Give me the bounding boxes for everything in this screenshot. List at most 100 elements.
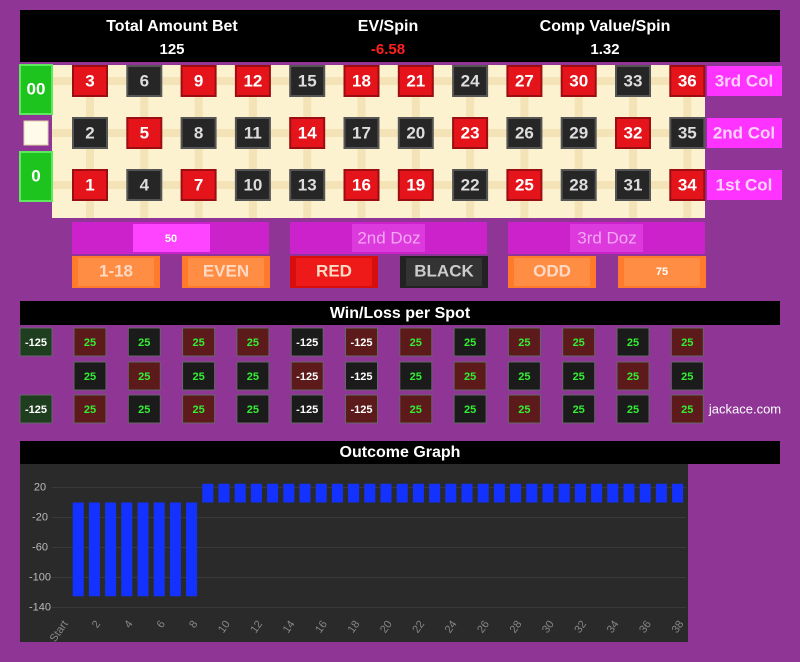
number-cell[interactable] [397, 117, 434, 149]
winloss-value: 25 [247, 337, 259, 349]
number-cell[interactable] [669, 117, 706, 149]
column-bet[interactable] [707, 66, 782, 96]
number-cell[interactable] [126, 117, 163, 149]
winloss-cell [562, 361, 596, 391]
zero-cell[interactable] [19, 151, 53, 202]
number-label: 31 [624, 175, 643, 194]
bar [623, 483, 635, 503]
bar [558, 483, 570, 503]
number-cell[interactable] [669, 169, 706, 201]
number-cell[interactable] [289, 169, 326, 201]
winloss-value: 25 [518, 371, 530, 383]
winloss-cell [290, 327, 324, 357]
winloss-cell [345, 327, 378, 357]
winloss-value: 25 [84, 337, 96, 349]
number-label: 13 [298, 175, 317, 194]
summary-value: -6.58 [371, 41, 405, 58]
x-tick-label: 10 [216, 619, 233, 636]
number-cell[interactable] [180, 65, 217, 97]
empty-zero-slot [23, 120, 49, 146]
dozen-inner [570, 224, 643, 252]
winloss-value: 25 [192, 404, 204, 416]
winloss-cell [345, 394, 378, 424]
winloss-value: 25 [410, 337, 422, 349]
bar [267, 483, 279, 503]
number-cell[interactable] [615, 65, 651, 97]
winloss-value: 25 [573, 337, 585, 349]
number-cell[interactable] [289, 117, 326, 149]
number-cell[interactable] [506, 65, 543, 97]
bar [461, 483, 473, 503]
number-label: 7 [194, 175, 203, 194]
number-cell[interactable] [234, 65, 271, 97]
number-cell[interactable] [560, 169, 597, 201]
winloss-value: -125 [25, 337, 47, 349]
number-label: 4 [140, 175, 150, 194]
x-tick-label: 8 [187, 619, 200, 631]
number-label: 25 [515, 175, 534, 194]
winloss-cell [236, 327, 270, 357]
number-label: 1 [85, 175, 94, 194]
column-bet[interactable] [707, 118, 782, 148]
winloss-value: 25 [410, 371, 422, 383]
number-cell[interactable] [180, 117, 217, 149]
number-cell[interactable] [669, 65, 706, 97]
x-tick-label: 16 [313, 619, 330, 636]
winloss-value: 25 [573, 404, 585, 416]
number-cell[interactable] [397, 65, 434, 97]
number-cell[interactable] [234, 117, 271, 149]
winloss-value: 25 [464, 337, 476, 349]
bar [429, 483, 441, 503]
number-cell[interactable] [452, 65, 489, 97]
number-cell[interactable] [343, 169, 380, 201]
zero-cell[interactable] [19, 64, 53, 115]
column-label: 1st Col [716, 175, 773, 194]
number-cell[interactable] [452, 169, 489, 201]
bar [315, 483, 327, 503]
number-cell[interactable] [126, 169, 163, 201]
number-cell[interactable] [506, 117, 543, 149]
number-label: 14 [298, 123, 317, 142]
number-label: 15 [298, 71, 317, 90]
number-cell[interactable] [615, 169, 651, 201]
number-cell[interactable] [72, 65, 108, 97]
winloss-value: 25 [464, 404, 476, 416]
number-cell[interactable] [560, 65, 597, 97]
number-cell[interactable] [180, 169, 217, 201]
winloss-cell [670, 327, 704, 357]
number-cell[interactable] [234, 169, 271, 201]
number-cell[interactable] [452, 117, 489, 149]
number-cell[interactable] [615, 117, 651, 149]
number-cell[interactable] [72, 117, 108, 149]
number-cell[interactable] [343, 117, 380, 149]
number-label: 24 [461, 71, 480, 90]
x-tick-label: 32 [572, 619, 589, 636]
site-credit: jackace.com [708, 401, 781, 416]
winloss-cell [290, 361, 324, 391]
x-tick-label: 14 [281, 619, 298, 636]
winloss-value: 25 [627, 337, 639, 349]
winloss-cell [616, 361, 650, 391]
winloss-cell [236, 361, 270, 391]
y-tick-label: -60 [32, 541, 48, 553]
winloss-value: 25 [518, 337, 530, 349]
number-cell[interactable] [289, 65, 326, 97]
number-label: 34 [678, 175, 697, 194]
number-label: 20 [406, 123, 425, 142]
number-cell[interactable] [397, 169, 434, 201]
number-label: 28 [569, 175, 588, 194]
number-cell[interactable] [343, 65, 380, 97]
x-tick-label: 4 [122, 619, 135, 631]
number-cell[interactable] [560, 117, 597, 149]
dozen-label: 2nd Doz [357, 228, 420, 247]
bar [250, 483, 262, 503]
number-label: 17 [352, 123, 371, 142]
number-cell[interactable] [126, 65, 163, 97]
winloss-title: Win/Loss per Spot [330, 305, 471, 322]
bar [121, 502, 133, 597]
bar [186, 502, 198, 597]
number-cell[interactable] [506, 169, 543, 201]
number-cell[interactable] [72, 169, 108, 201]
column-bet[interactable] [707, 170, 782, 200]
